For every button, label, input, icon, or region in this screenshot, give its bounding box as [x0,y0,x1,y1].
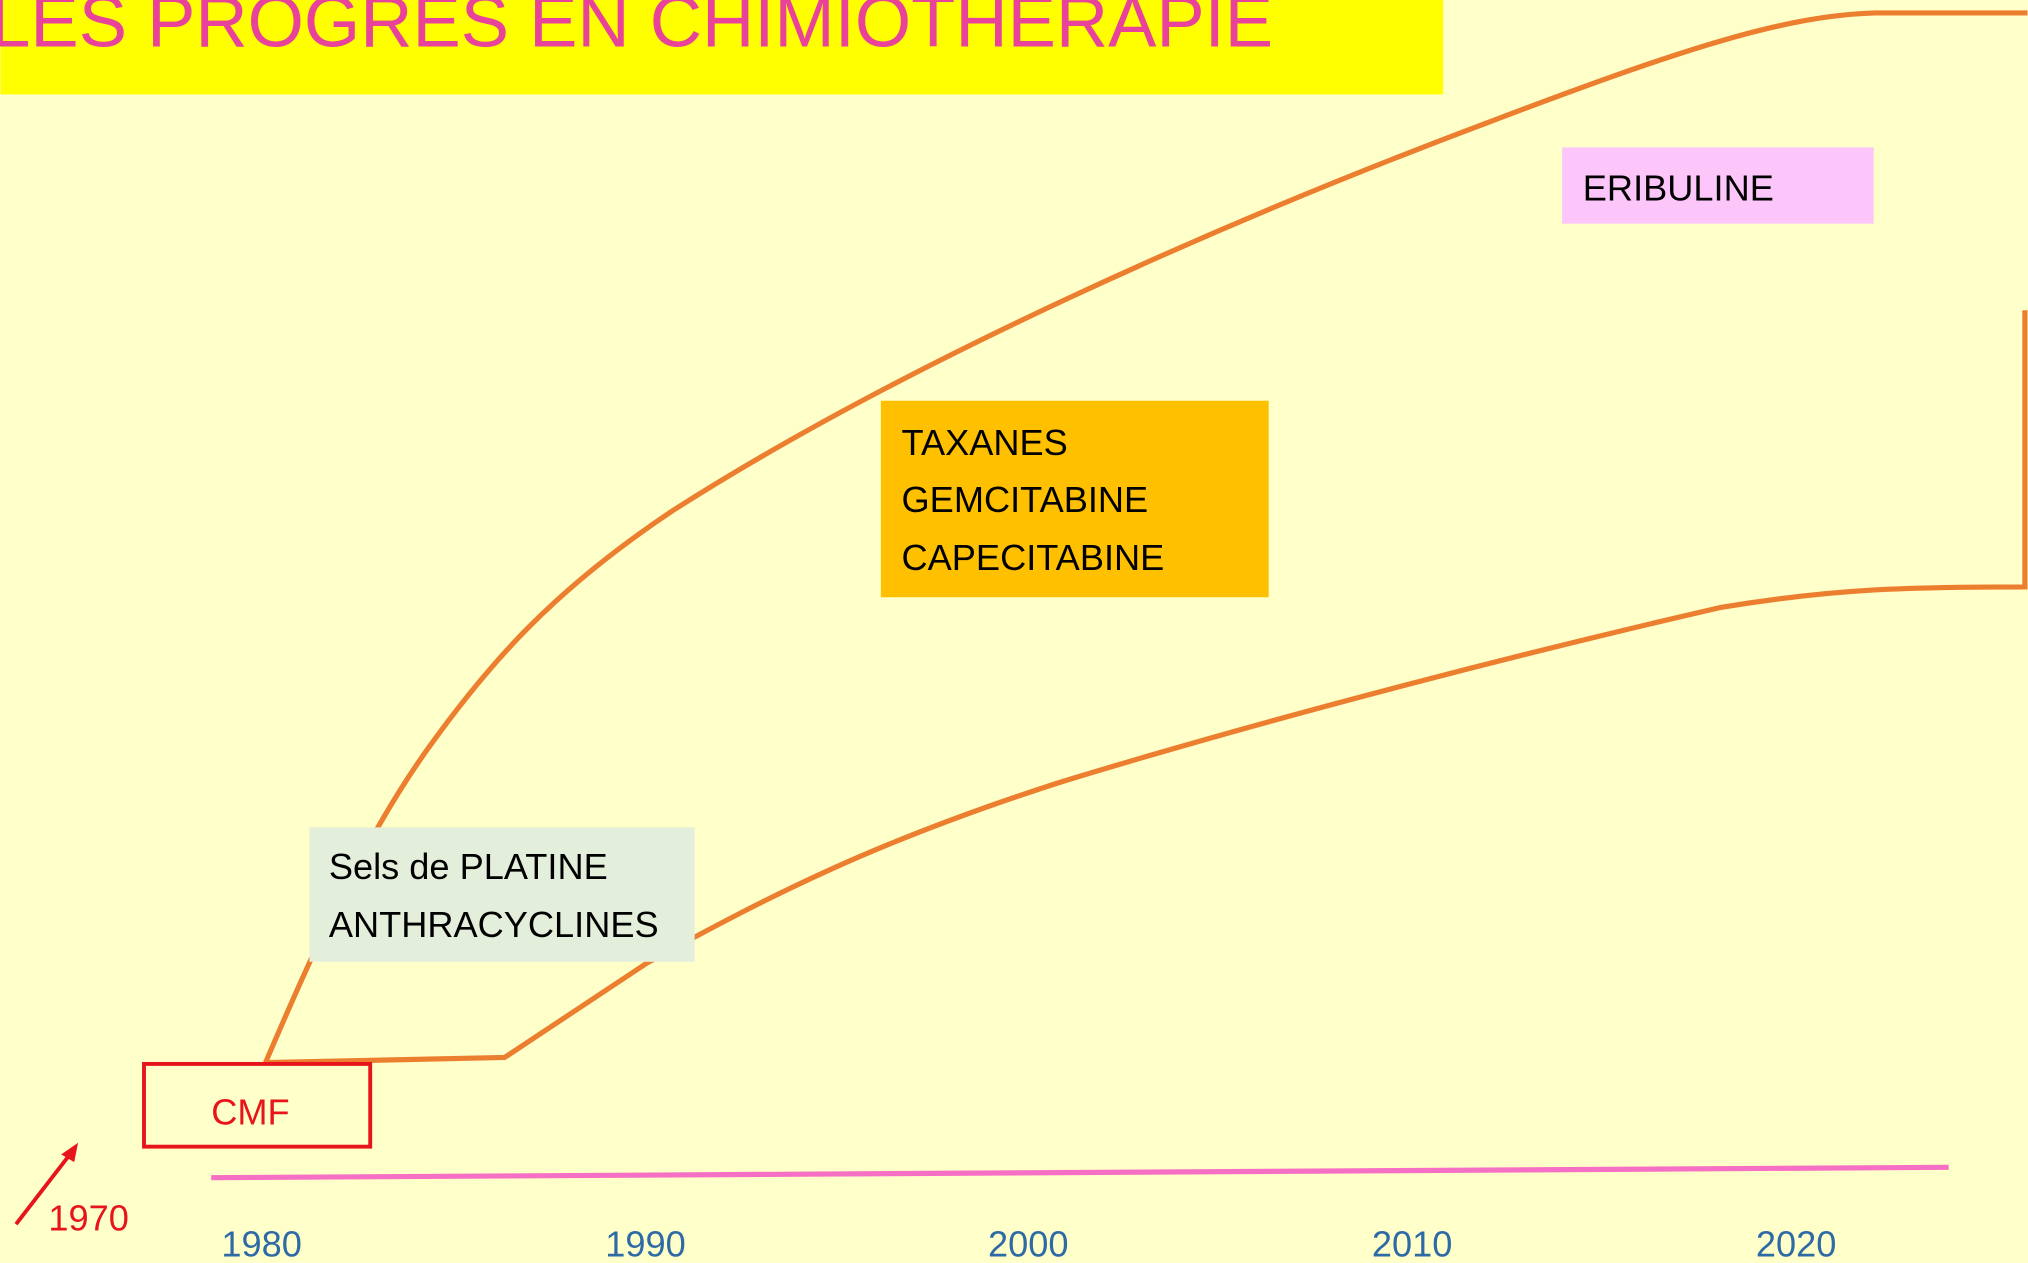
eribuline-label: ERIBULINE [1583,167,1774,208]
cmf-label: CMF [211,1092,289,1133]
cmf-box [142,1061,373,1149]
arrow-head [61,1142,79,1163]
year-label: 1980 [221,1224,302,1263]
year-label: 2010 [1372,1224,1453,1263]
start-year: 1970 [48,1198,129,1239]
platine-label: Sels de PLATINE [329,846,608,887]
year-label: 1990 [605,1224,686,1263]
taxanes-box [880,400,1269,598]
lower-curve [265,310,2028,1066]
platine-label: ANTHRACYCLINES [329,904,659,945]
taxanes-label: GEMCITABINE [902,479,1149,520]
year-label: 2000 [988,1224,1069,1263]
title: LES PROGRÈS EN CHIMIOTHÉRAPIE [0,0,1273,63]
eribuline-box [1562,147,1874,224]
taxanes-label: TAXANES [902,422,1068,463]
platine-box [309,827,695,962]
arrow [14,1149,75,1226]
title-band [0,0,1444,95]
timeline [211,1164,1949,1181]
taxanes-label: CAPECITABINE [902,537,1165,578]
year-label: 2020 [1756,1224,1837,1263]
upper-curve [263,10,2028,1064]
